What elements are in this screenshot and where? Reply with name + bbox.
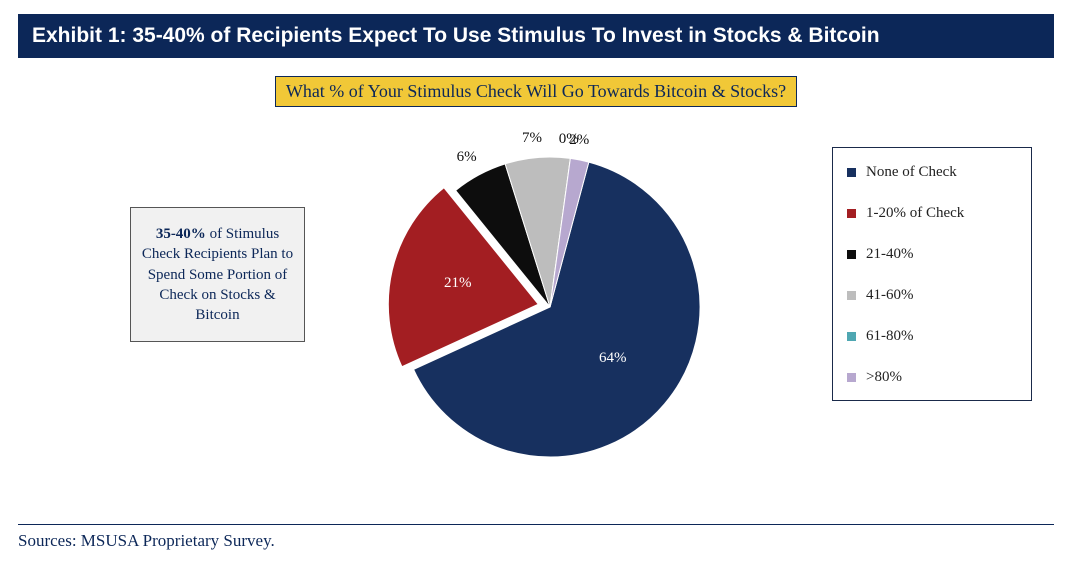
chart-subtitle-box: What % of Your Stimulus Check Will Go To…	[275, 76, 797, 107]
footer-rule	[18, 524, 1054, 525]
legend-item: >80%	[847, 369, 1017, 386]
exhibit-header: Exhibit 1: 35-40% of Recipients Expect T…	[18, 14, 1054, 58]
legend-swatch	[847, 168, 856, 177]
legend-label: 21-40%	[866, 246, 914, 263]
exhibit-title: Exhibit 1: 35-40% of Recipients Expect T…	[32, 24, 880, 47]
legend-swatch	[847, 373, 856, 382]
legend-box: None of Check 1-20% of Check 21-40% 41-60% 6…	[832, 147, 1032, 401]
legend-swatch	[847, 209, 856, 218]
legend-swatch	[847, 332, 856, 341]
pie-slice-label: 7%	[522, 130, 542, 147]
legend-swatch	[847, 291, 856, 300]
legend-label: 61-80%	[866, 328, 914, 345]
pie-slice-label: 6%	[457, 149, 477, 166]
legend-label: 41-60%	[866, 287, 914, 304]
legend-swatch	[847, 250, 856, 259]
pie-slice-label: 2%	[569, 132, 589, 149]
chart-content: 35-40% of Stimulus Check Recipients Plan…	[0, 117, 1072, 477]
legend-label: >80%	[866, 369, 902, 386]
chart-subtitle: What % of Your Stimulus Check Will Go To…	[286, 81, 786, 101]
pie-slice-label: 21%	[444, 275, 472, 292]
legend-label: None of Check	[866, 164, 957, 181]
sources-text: Sources: MSUSA Proprietary Survey.	[18, 531, 275, 551]
legend-item: None of Check	[847, 164, 1017, 181]
pie-slice-label: 64%	[599, 350, 627, 367]
legend-item: 61-80%	[847, 328, 1017, 345]
pie-chart: 64%21%6%7%0%2%	[390, 137, 710, 457]
legend-item: 21-40%	[847, 246, 1017, 263]
callout-bold: 35-40%	[156, 226, 206, 242]
legend-label: 1-20% of Check	[866, 205, 964, 222]
legend-item: 1-20% of Check	[847, 205, 1017, 222]
legend-item: 41-60%	[847, 287, 1017, 304]
callout-box: 35-40% of Stimulus Check Recipients Plan…	[130, 207, 305, 342]
